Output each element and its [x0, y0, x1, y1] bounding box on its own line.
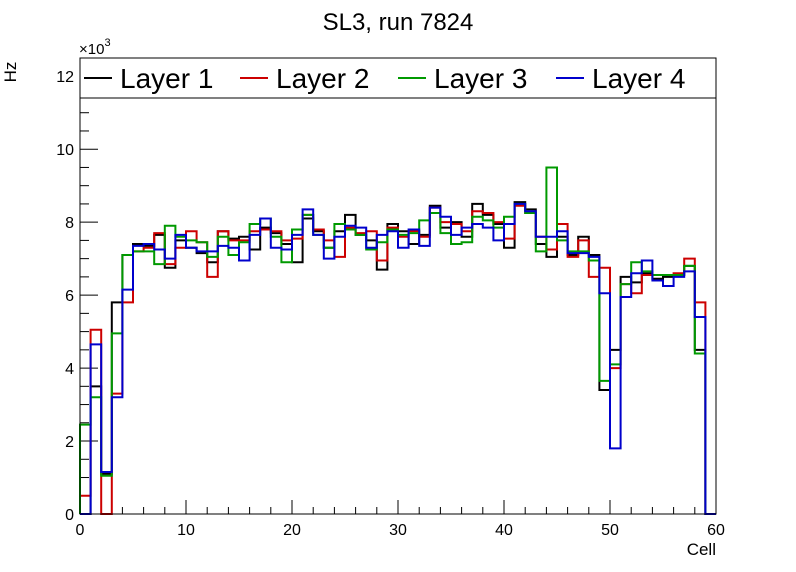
legend-label: Layer 4 [592, 63, 685, 94]
legend-label: Layer 1 [120, 63, 213, 94]
x-tick-label: 30 [389, 522, 407, 539]
x-tick-label: 0 [76, 522, 85, 539]
y-tick-label: 12 [56, 69, 74, 86]
y-tick-label: 4 [65, 361, 74, 378]
series-line [80, 202, 716, 515]
x-axis-label: Cell [687, 540, 716, 559]
y-tick-label: 6 [65, 288, 74, 305]
y-tick-label: 2 [65, 434, 74, 451]
y-axis-label: Hz [1, 62, 20, 83]
x-tick-label: 60 [707, 522, 725, 539]
y-tick-label: 8 [65, 215, 74, 232]
chart-title: SL3, run 7824 [323, 9, 474, 36]
x-tick-label: 10 [177, 522, 195, 539]
y-multiplier-base: ×10 [79, 41, 104, 58]
y-tick-label: 10 [56, 142, 74, 159]
legend-label: Layer 3 [434, 63, 527, 94]
y-tick-label: 0 [65, 507, 74, 524]
legend-label: Layer 2 [276, 63, 369, 94]
x-tick-label: 50 [601, 522, 619, 539]
series-4 [80, 202, 716, 515]
y-multiplier-exp: 3 [104, 37, 110, 49]
y-multiplier: ×103 [79, 37, 111, 58]
tick-labels: 0 10 20 30 40 50 60 0 2 4 6 8 10 12 [56, 69, 725, 539]
series-layer [79, 166, 716, 515]
legend: Layer 1 Layer 2 Layer 3 Layer 4 [79, 57, 717, 99]
x-tick-label: 40 [495, 522, 513, 539]
x-tick-label: 20 [283, 522, 301, 539]
